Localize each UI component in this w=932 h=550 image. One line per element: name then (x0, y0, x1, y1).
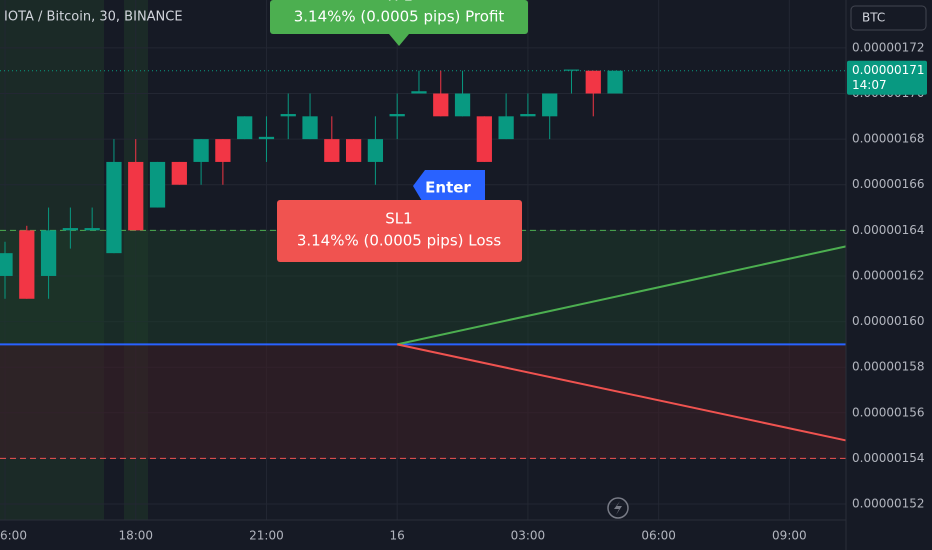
last-price-badge (847, 60, 927, 95)
candle-body (280, 114, 296, 117)
candle-body (171, 161, 187, 185)
x-tick-label: 06:00 (641, 529, 676, 543)
countdown: 14:07 (852, 78, 887, 92)
y-tick-label: 0.00000158 (852, 360, 925, 374)
candle-body (367, 139, 384, 162)
replay-icon-bolt (614, 501, 622, 515)
candle-body (106, 161, 122, 254)
target-name: TP1 (384, 0, 413, 5)
enter-box (413, 170, 485, 206)
candle-body (84, 228, 100, 231)
x-tick-label: 6:00 (0, 529, 27, 543)
profit-label: 3.14%% (0.0005 pips) Profit (294, 8, 505, 26)
candle-body (411, 91, 427, 94)
stop-name: SL1 (385, 210, 412, 228)
x-tick-label: 21:00 (249, 529, 284, 543)
candle-body (128, 161, 144, 231)
candle-body (520, 114, 536, 117)
loss-trend (396, 343, 847, 442)
currency-button[interactable] (850, 5, 927, 31)
y-tick-label: 0.00000164 (852, 223, 925, 237)
candle-body (149, 161, 166, 208)
candle-body (607, 70, 623, 94)
candle-body (215, 139, 231, 162)
replay-icon[interactable] (607, 497, 629, 519)
currency-label: BTC (862, 11, 885, 25)
candle-body (324, 139, 340, 162)
x-tick-label: 18:00 (118, 529, 153, 543)
candle-body (433, 93, 449, 117)
y-tick-label: 0.00000168 (852, 132, 925, 146)
candle-body (302, 116, 318, 140)
y-tick-label: 0.00000154 (852, 451, 925, 465)
y-tick-label: 0.00000160 (852, 314, 925, 328)
x-tick-label: 16 (390, 529, 405, 543)
y-tick-label: 0.00000162 (852, 268, 925, 282)
profit-box (270, 0, 528, 34)
enter-label: Enter (425, 179, 471, 197)
plot-area (0, 0, 847, 520)
y-tick-label: 0.00000152 (852, 497, 925, 511)
symbol-title: IOTA / Bitcoin, 30, BINANCE (4, 10, 183, 25)
candle-body (62, 228, 78, 231)
candle-body (19, 230, 35, 299)
candle-body (237, 116, 253, 140)
candle-body (193, 139, 209, 162)
profit-trend (396, 245, 847, 346)
loss-box (277, 200, 522, 262)
y-tick-label: 0.00000156 (852, 405, 925, 419)
profit-pointer (389, 34, 409, 46)
candle-body (258, 136, 275, 140)
candle-body (40, 230, 57, 276)
candle-body (476, 116, 492, 162)
candle-body (0, 253, 13, 276)
candle-body (585, 70, 601, 94)
candle-body (563, 69, 580, 71)
candle-body (498, 116, 514, 140)
candle-body (454, 93, 471, 117)
x-tick-label: 03:00 (511, 529, 546, 543)
candle-body (542, 93, 558, 117)
last-price-label: 0.00000171 (852, 63, 925, 77)
x-tick-label: 09:00 (772, 529, 807, 543)
candle-body (389, 114, 405, 117)
y-tick-label: 0.00000166 (852, 177, 925, 191)
loss-label: 3.14%% (0.0005 pips) Loss (297, 232, 502, 250)
y-tick-label: 0.00000172 (852, 40, 925, 54)
candle-body (345, 139, 362, 162)
loss-zone (0, 344, 846, 459)
